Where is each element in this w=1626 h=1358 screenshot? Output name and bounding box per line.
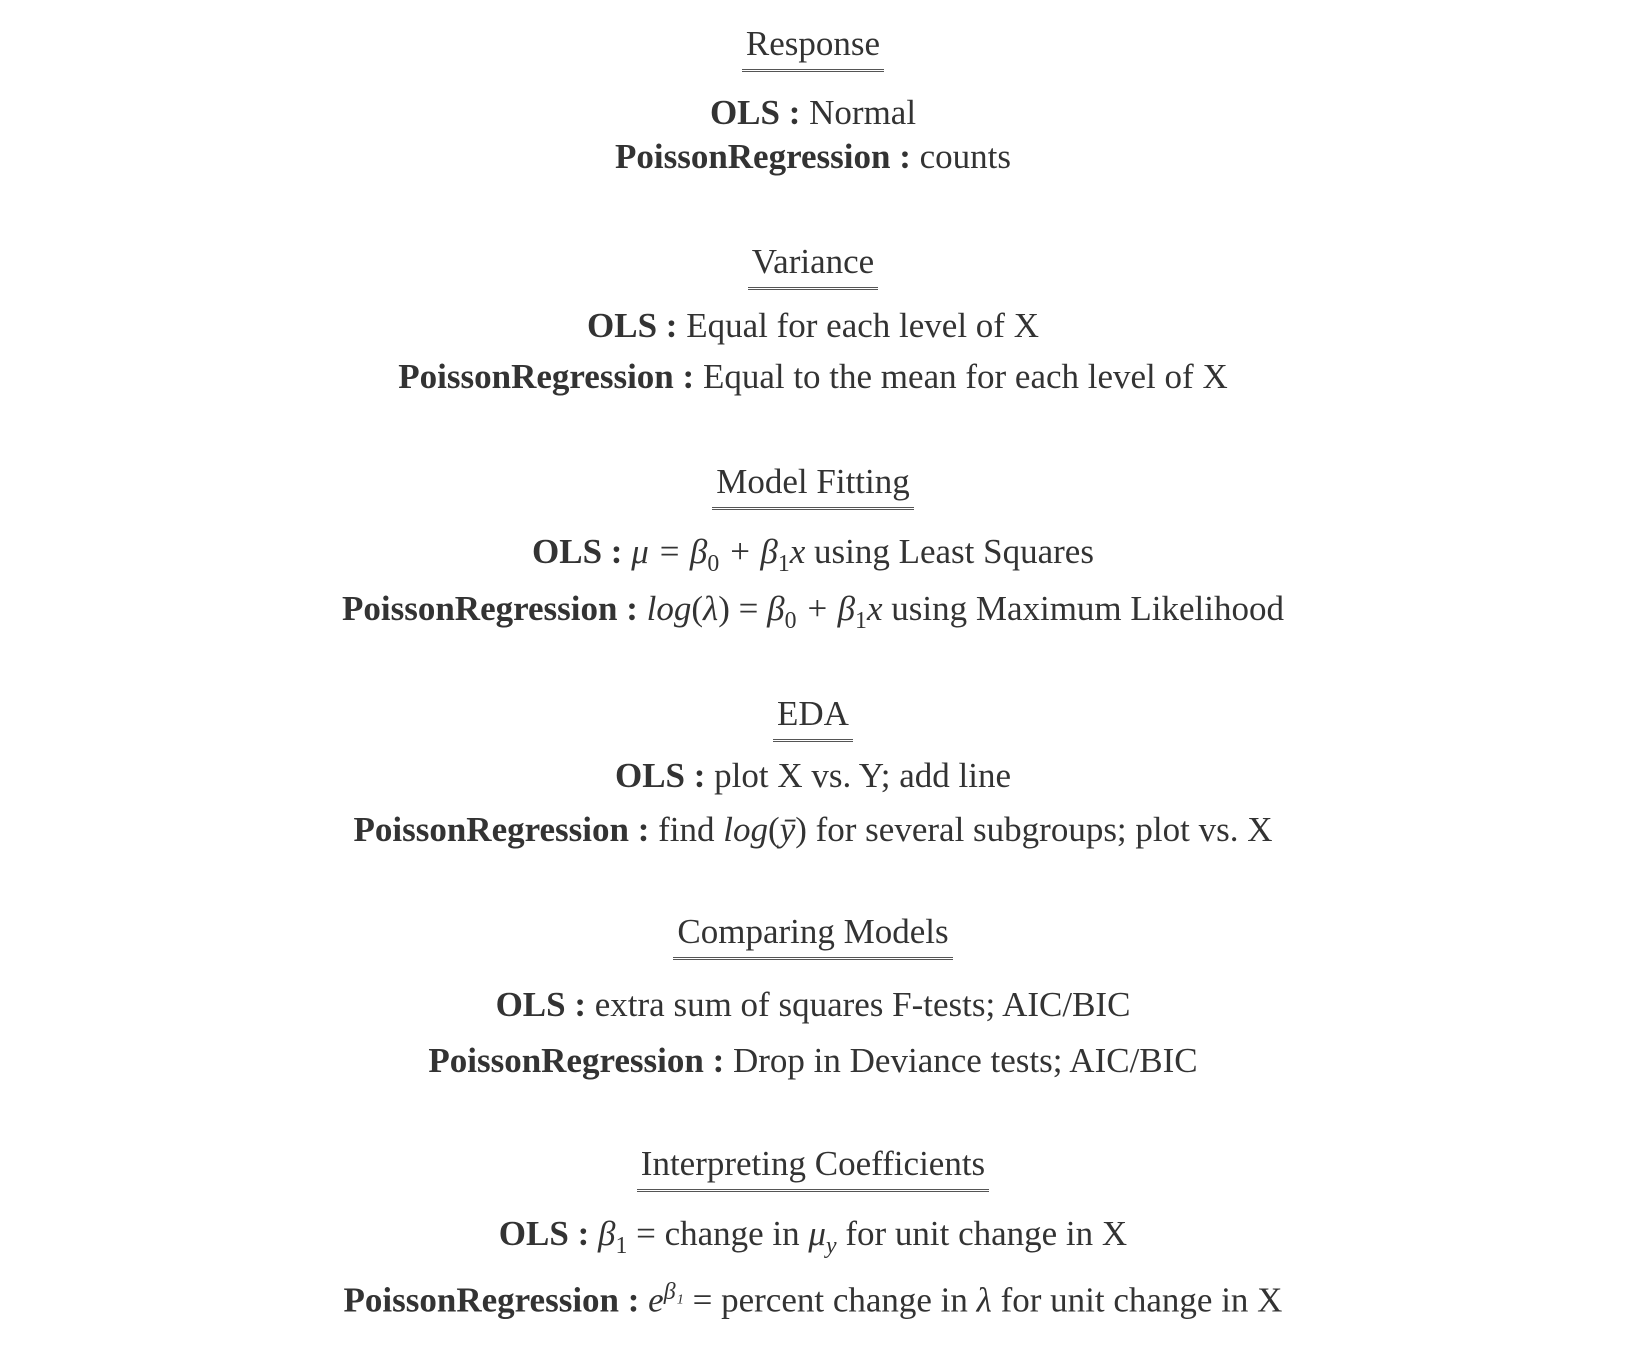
poisson-line: PoissonRegression : Equal to the mean fo… — [0, 359, 1626, 394]
section-heading: Variance — [0, 244, 1626, 290]
description-text: find — [658, 810, 724, 849]
math-term: x — [789, 532, 806, 571]
math-term: + β — [796, 589, 856, 628]
ols-line: OLS : β1 = change in μy for unit change … — [0, 1216, 1626, 1259]
math-term: μ = β — [631, 532, 708, 571]
description-text: = percent change in — [683, 1280, 977, 1320]
poisson-line: PoissonRegression : counts — [0, 139, 1626, 174]
model-label: OLS : — [587, 306, 687, 345]
math-term: y — [826, 1233, 837, 1259]
section-heading-text: Variance — [747, 244, 879, 290]
description-text: Normal — [809, 93, 917, 132]
math-term: 0 — [784, 608, 797, 634]
section-heading-text: Comparing Models — [673, 914, 953, 960]
section-heading: Response — [0, 26, 1626, 72]
model-label: PoissonRegression : — [614, 137, 920, 176]
model-label: OLS : — [498, 1214, 598, 1253]
poisson-line: PoissonRegression : Drop in Deviance tes… — [0, 1043, 1626, 1078]
section-heading: Model Fitting — [0, 464, 1626, 510]
model-label: PoissonRegression : — [398, 357, 703, 396]
model-label: PoissonRegression : — [343, 1280, 649, 1320]
description-text: using Maximum Likelihood — [882, 589, 1284, 628]
math-term: β — [598, 1214, 616, 1253]
math-term: 0 — [707, 551, 720, 577]
poisson-line: PoissonRegression : eβ₁ = percent change… — [0, 1279, 1626, 1320]
section-heading-text: Interpreting Coefficients — [636, 1146, 990, 1192]
description-text: extra sum of squares F-tests; AIC/BIC — [594, 985, 1131, 1024]
description-text: plot X vs. Y; add line — [714, 756, 1012, 795]
description-text: Equal for each level of X — [686, 306, 1039, 345]
model-label: OLS : — [495, 985, 595, 1024]
model-label: PoissonRegression : — [342, 589, 647, 628]
math-term: x — [866, 589, 883, 628]
model-label: OLS : — [614, 756, 715, 795]
section-heading: Comparing Models — [0, 914, 1626, 960]
section-heading-text: EDA — [773, 696, 853, 742]
ols-line: OLS : μ = β0 + β1x using Least Squares — [0, 534, 1626, 577]
model-label: OLS : — [709, 93, 810, 132]
section-heading-text: Response — [741, 26, 885, 72]
math-term: μ — [808, 1214, 826, 1253]
math-term: log — [646, 589, 692, 628]
description-text: ( — [691, 589, 704, 628]
ols-line: OLS : Equal for each level of X — [0, 308, 1626, 343]
description-text: for unit change in X — [836, 1214, 1128, 1253]
math-term: ȳ — [779, 810, 796, 849]
math-term: β₁ — [663, 1279, 684, 1305]
description-text: for unit change in X — [991, 1280, 1283, 1320]
ols-line: OLS : Normal — [0, 95, 1626, 130]
model-label: PoissonRegression : — [428, 1041, 733, 1080]
ols-line: OLS : plot X vs. Y; add line — [0, 758, 1626, 793]
section-heading-text: Model Fitting — [712, 464, 914, 510]
section-heading: EDA — [0, 696, 1626, 742]
math-term: + β — [719, 532, 778, 571]
description-text: using Least Squares — [805, 532, 1094, 571]
poisson-line: PoissonRegression : log(λ) = β0 + β1x us… — [0, 591, 1626, 634]
math-term: e — [648, 1280, 664, 1320]
description-text: ( — [768, 810, 780, 849]
description-text: ) — [795, 810, 807, 849]
description-text: ) = — [718, 589, 768, 628]
description-text: Drop in Deviance tests; AIC/BIC — [733, 1041, 1198, 1080]
description-text: for several subgroups; plot vs. X — [806, 810, 1273, 849]
math-term: λ — [703, 589, 719, 628]
math-term: 1 — [855, 608, 867, 634]
description-text: Equal to the mean for each level of X — [702, 357, 1228, 396]
math-term: β — [767, 589, 785, 628]
math-term: 1 — [777, 551, 790, 577]
poisson-line: PoissonRegression : find log(ȳ) for seve… — [0, 812, 1626, 847]
model-label: OLS : — [532, 532, 632, 571]
section-heading: Interpreting Coefficients — [0, 1146, 1626, 1192]
math-term: log — [723, 810, 769, 849]
math-term: λ — [976, 1280, 992, 1320]
model-label: PoissonRegression : — [353, 810, 659, 849]
ols-line: OLS : extra sum of squares F-tests; AIC/… — [0, 987, 1626, 1022]
math-term: 1 — [615, 1233, 628, 1259]
description-text: = change in — [627, 1214, 809, 1253]
description-text: counts — [919, 137, 1012, 176]
